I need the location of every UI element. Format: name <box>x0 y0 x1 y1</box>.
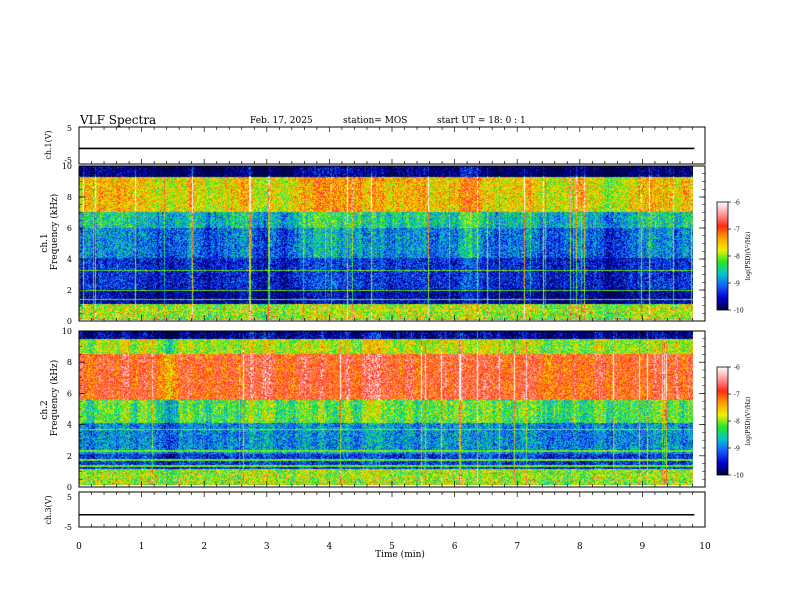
ch1-colorbar-label: log(PSD)(V²/Hz) <box>745 232 752 281</box>
ch2-spectrogram-image <box>79 331 693 485</box>
x-tick-label: 3 <box>264 542 270 552</box>
ch2-frequency-yticks: 0 2 4 6 8 10 <box>62 327 705 492</box>
ch1-frequency-yticks: 0 2 4 6 8 10 <box>62 162 705 326</box>
ch1-voltage-panel: 5 -5 ch.1(V) <box>44 124 706 165</box>
ch1-voltage-xticks <box>78 127 706 164</box>
x-tick-label: 6 <box>452 542 458 552</box>
ch2-spec-ylabel-freq: Frequency (kHz) <box>49 360 60 437</box>
ch2-colorbar-label: log(PSD)(V²/Hz) <box>745 397 752 446</box>
time-axis-tick-labels: 0 1 2 3 4 5 6 7 8 9 10 <box>76 542 711 552</box>
y-tick-label: 10 <box>62 162 72 171</box>
ch3-voltage-xticks <box>78 492 706 527</box>
y-tick-label: 0 <box>67 317 72 326</box>
ch1-ytick-top: 5 <box>67 124 72 133</box>
y-tick-label: 10 <box>62 327 72 336</box>
y-tick-label: 4 <box>67 255 72 264</box>
x-tick-label: 0 <box>76 542 82 552</box>
colorbar-tick-label: -9 <box>734 281 740 288</box>
x-tick-label: 9 <box>640 542 646 552</box>
ch2-spectrogram-panel: 0 2 4 6 8 10 ch.2 Frequency (kHz) <box>40 327 706 492</box>
ch1-ytick-bottom: -5 <box>64 156 72 165</box>
y-tick-label: 0 <box>67 483 72 492</box>
colorbar-tick-label: -7 <box>734 392 740 399</box>
ch1-spectrogram-panel: 0 2 4 6 8 10 ch.1 Frequency (kHz) <box>40 162 706 326</box>
ch1-spec-ylabel-freq: Frequency (kHz) <box>49 194 60 271</box>
x-tick-label: 8 <box>577 542 583 552</box>
colorbar-tick-label: -10 <box>734 473 744 480</box>
y-tick-label: 8 <box>67 358 72 367</box>
ch2-colorbar: -6 -7 -8 -9 -10 log(PSD)(V²/Hz) <box>716 365 752 480</box>
colorbar-tick-label: -10 <box>734 308 744 315</box>
y-tick-label: 6 <box>67 224 72 233</box>
ch3-voltage-ylabel: ch.3(V) <box>44 495 53 524</box>
ch1-spec-ylabel: ch.1 <box>40 233 50 252</box>
y-tick-label: 4 <box>67 421 72 430</box>
ch1-voltage-ylabel: ch.1(V) <box>44 130 53 159</box>
ch2-spec-ylabel: ch.2 <box>40 400 50 419</box>
x-tick-label: 1 <box>139 542 145 552</box>
x-tick-label: 4 <box>327 542 333 552</box>
x-axis-label: Time (min) <box>375 549 425 560</box>
colorbar-tick-label: -8 <box>734 419 740 426</box>
y-tick-label: 2 <box>67 452 72 461</box>
date-label: Feb. 17, 2025 <box>250 116 313 126</box>
ch1-colorbar: -6 -7 -8 -9 -10 log(PSD)(V²/Hz) <box>716 200 752 315</box>
y-tick-label: 8 <box>67 193 72 202</box>
colorbar-tick-label: -7 <box>734 227 740 234</box>
figure-title: VLF Spectra <box>79 113 156 127</box>
ch1-spectrogram-image <box>79 166 693 320</box>
y-tick-label: 2 <box>67 286 72 295</box>
x-tick-label: 7 <box>514 542 520 552</box>
x-tick-label: 10 <box>699 542 711 552</box>
ch2-colorbar-ticks: -6 -7 -8 -9 -10 <box>728 365 744 480</box>
ch3-ytick-bottom: -5 <box>64 523 72 532</box>
x-tick-label: 2 <box>201 542 207 552</box>
colorbar-tick-label: -9 <box>734 446 740 453</box>
ch3-ytick-top: 5 <box>67 493 72 502</box>
colorbar-tick-label: -6 <box>734 200 740 207</box>
ch3-voltage-panel: 5 -5 ch.3(V) 0 1 2 3 4 5 6 7 8 9 10 Time (min) <box>44 491 711 560</box>
y-tick-label: 6 <box>67 389 72 398</box>
colorbar-tick-label: -8 <box>734 254 740 261</box>
ch1-spectrogram-xticks <box>78 166 706 321</box>
station-label: station= MOS <box>343 116 407 126</box>
colorbar-tick-label: -6 <box>734 365 740 372</box>
x-tick-label: 5 <box>389 542 395 552</box>
ch1-colorbar-ticks: -6 -7 -8 -9 -10 <box>728 200 744 315</box>
start-time-label: start UT = 18: 0 : 1 <box>437 116 526 126</box>
ch2-spectrogram-xticks <box>78 331 706 487</box>
